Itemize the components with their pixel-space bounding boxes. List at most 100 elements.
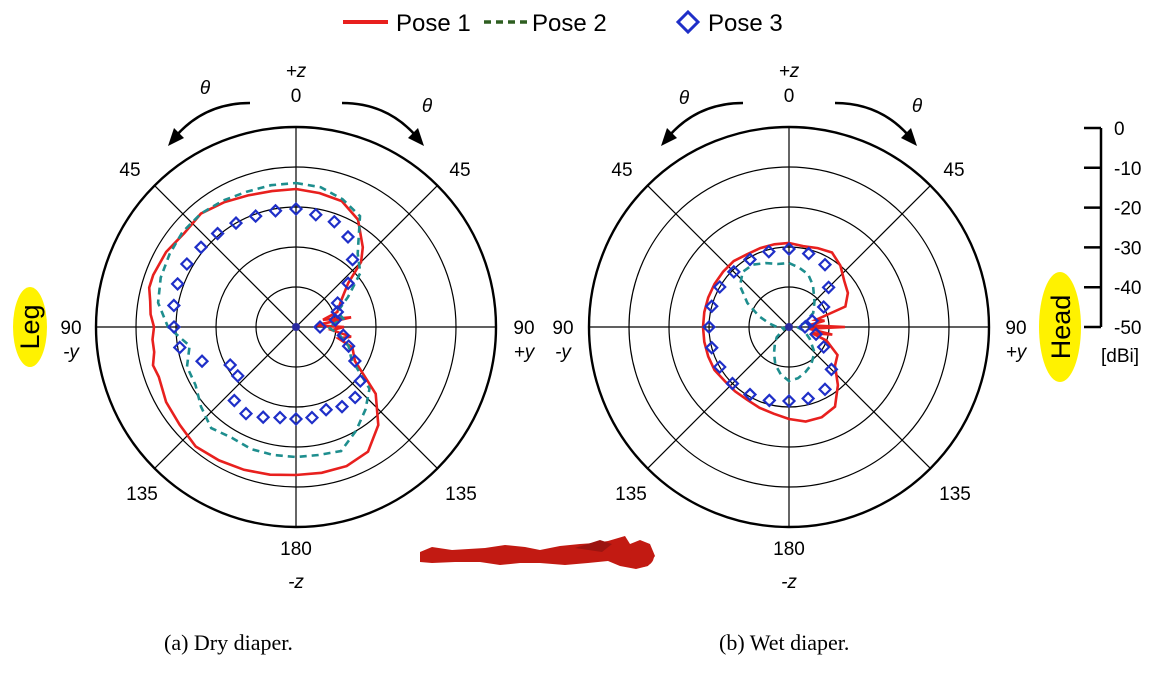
dbi-tick-label: 0 [1114,119,1125,140]
angle-label-180-b: 180 [773,539,805,560]
angle-label-135-right-b: 135 [939,484,971,505]
axis-label-bottom-b: -z [781,572,797,593]
angle-label-90-left-b: 90 [552,318,573,339]
pose-3-marker [256,410,271,425]
pose-3-marker [304,410,320,425]
pose-3-marker [808,327,824,342]
pose-3-marker [761,244,776,259]
polar-center-a [292,323,300,331]
dbi-scale: [dBi] 0 -10 -20 -30 -40 -50 [1084,119,1141,367]
pose-3-marker [701,319,717,335]
pose-3-marker [288,201,304,217]
pose-3-marker [712,279,727,295]
legend-label-pose-3: Pose 3 [708,10,783,37]
axis-label-left-b: -y [555,342,572,363]
pose-3-marker [319,402,334,417]
body-shape [420,536,655,569]
angle-label-45-left-a: 45 [119,160,140,181]
theta-label-left-a: θ [200,78,211,99]
leg-badge-label: Leg [15,304,45,349]
legend: Pose 1 Pose 2 Pose 3 [343,9,783,37]
dbi-tick-label: -10 [1114,159,1141,180]
pose-3-marker [821,280,836,295]
theta-label-left-b: θ [679,88,690,109]
pose-3-marker [712,359,727,375]
axis-label-top-a: +z [286,61,307,82]
axis-label-left-a: -y [63,342,80,363]
axis-label-top-b: +z [779,61,800,82]
theta-label-right-b: θ [912,96,923,117]
angle-label-45-right-a: 45 [449,160,470,181]
theta-arrowhead-left-a [168,128,184,146]
pose-3-marker [340,229,356,244]
pose-3-marker [272,410,288,425]
pose-3-marker [704,299,719,314]
pose-3-marker [341,276,356,291]
pose-3-marker [193,240,209,255]
angle-label-90-right-a: 90 [513,318,534,339]
series-pose-2-a [156,181,371,459]
pose-3-marker [341,339,356,354]
theta-arrow-right-b [834,101,910,137]
pose-3-marker [312,319,328,335]
angle-label-45-left-b: 45 [611,160,632,181]
leg-badge-bg [13,287,47,367]
pose-3-marker [179,256,194,272]
pose-3-marker [345,252,360,267]
caption-b: (b) Wet diaper. [719,630,849,655]
theta-arrow-left-a [175,101,251,137]
human-body-figure [420,536,655,569]
legend-label-pose-1: Pose 1 [396,10,471,37]
series-pose-3-a [166,201,368,427]
angle-label-0-b: 0 [784,86,795,107]
theta-arrowhead-left-b [661,128,677,146]
legend-label-pose-2: Pose 2 [532,10,607,37]
angle-label-90-left-a: 90 [60,318,81,339]
pose-3-marker [288,411,304,427]
pose-3-marker [781,241,797,257]
pose-3-marker [816,339,831,355]
polar-center-b [785,323,793,331]
pose-3-marker [801,246,816,261]
body-head [630,545,654,567]
pose-3-marker [725,376,740,391]
axis-label-right-b: +y [1006,342,1028,363]
body-arm [575,540,612,552]
pose-3-marker [328,312,343,328]
theta-label-right-a: θ [422,96,433,117]
angle-label-45-right-b: 45 [943,160,964,181]
angle-label-180-a: 180 [280,539,312,560]
angle-label-135-left-a: 135 [126,484,158,505]
series-pose-1-b [701,241,850,423]
dbi-unit-label: [dBi] [1101,346,1139,367]
pose-3-marker [704,340,719,355]
head-badge-label: Head [1046,295,1076,360]
theta-arrow-left-b [668,101,744,137]
pose-3-marker [238,406,254,421]
pose-3-marker [336,328,351,343]
theta-arrowhead-right-a [408,128,424,146]
pose-3-marker [797,319,813,335]
pose-3-marker [334,399,350,414]
pose-3-marker [327,214,342,229]
pose-3-marker [166,298,181,313]
legend-swatch-pose-3 [675,9,701,35]
pose-3-marker [230,368,245,383]
pose-3-marker [801,391,816,406]
head-badge: Head [1039,272,1081,382]
pose-3-marker [805,313,820,328]
pose-3-marker [726,264,741,279]
polar-plot-a: +z 0 45 45 90 -y 90 +y 135 135 180 -z θ … [60,61,535,655]
pose-3-marker [742,252,758,267]
pose-3-marker [308,207,323,222]
leg-badge: Leg [13,287,47,367]
head-badge-bg [1039,272,1081,382]
pose-3-marker [353,373,368,389]
angle-label-135-left-b: 135 [615,484,647,505]
dbi-tick-label: -30 [1114,238,1141,259]
axis-label-bottom-a: -z [288,572,304,593]
pose-3-marker [170,276,185,291]
dbi-tick-label: -50 [1114,318,1141,339]
pose-3-marker [817,257,833,272]
polar-plot-b: +z 0 45 45 90 -y 90 +y 135 135 180 -z θ … [552,61,1027,655]
